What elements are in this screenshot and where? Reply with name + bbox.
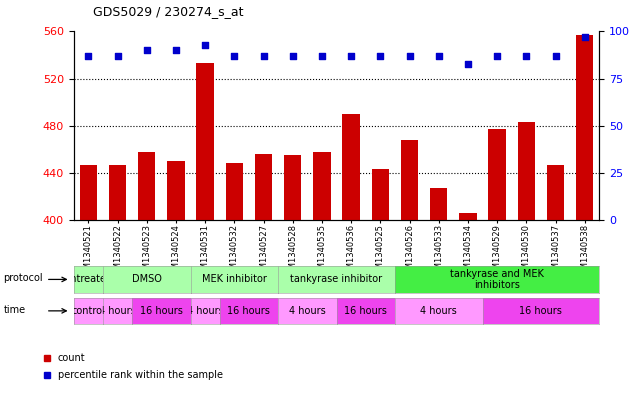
Bar (488, 129, 506, 220)
Bar (226, 163, 243, 220)
Text: 4 hours: 4 hours (289, 306, 326, 316)
Bar (372, 169, 389, 220)
Bar (313, 152, 331, 220)
Text: 16 hours: 16 hours (344, 306, 387, 316)
Text: untreated: untreated (64, 274, 112, 285)
Text: count: count (58, 353, 85, 363)
Text: 16 hours: 16 hours (228, 306, 271, 316)
Text: control: control (71, 306, 105, 316)
Bar (517, 122, 535, 220)
Text: percentile rank within the sample: percentile rank within the sample (58, 370, 222, 380)
Bar (547, 165, 564, 220)
Bar (401, 140, 419, 220)
Text: 16 hours: 16 hours (140, 306, 183, 316)
Point (258, 53, 269, 59)
Bar (167, 161, 185, 220)
Text: time: time (4, 305, 26, 314)
Text: 16 hours: 16 hours (519, 306, 562, 316)
Bar (196, 63, 214, 220)
Bar (342, 114, 360, 220)
Point (463, 61, 473, 67)
Point (433, 53, 444, 59)
Point (317, 53, 327, 59)
Text: tankyrase inhibitor: tankyrase inhibitor (290, 274, 383, 285)
Point (579, 34, 590, 40)
Point (171, 47, 181, 53)
Bar (138, 152, 156, 220)
Text: DMSO: DMSO (132, 274, 162, 285)
Point (521, 53, 531, 59)
Point (200, 42, 210, 48)
Point (551, 53, 561, 59)
Text: GDS5029 / 230274_s_at: GDS5029 / 230274_s_at (93, 5, 244, 18)
Bar (576, 35, 594, 220)
Text: 4 hours: 4 hours (99, 306, 136, 316)
Bar (254, 154, 272, 220)
Point (375, 53, 385, 59)
Point (346, 53, 356, 59)
Bar (459, 213, 477, 220)
Text: 4 hours: 4 hours (187, 306, 224, 316)
Text: tankyrase and MEK
inhibitors: tankyrase and MEK inhibitors (450, 269, 544, 290)
Point (229, 53, 240, 59)
Point (492, 53, 503, 59)
Text: protocol: protocol (4, 273, 43, 283)
Text: 4 hours: 4 hours (420, 306, 457, 316)
Text: MEK inhibitor: MEK inhibitor (202, 274, 267, 285)
Point (142, 47, 152, 53)
Point (112, 53, 122, 59)
Bar (430, 188, 447, 220)
Bar (284, 155, 301, 220)
Bar (79, 165, 97, 220)
Point (404, 53, 415, 59)
Bar (109, 165, 126, 220)
Point (83, 53, 94, 59)
Point (288, 53, 298, 59)
